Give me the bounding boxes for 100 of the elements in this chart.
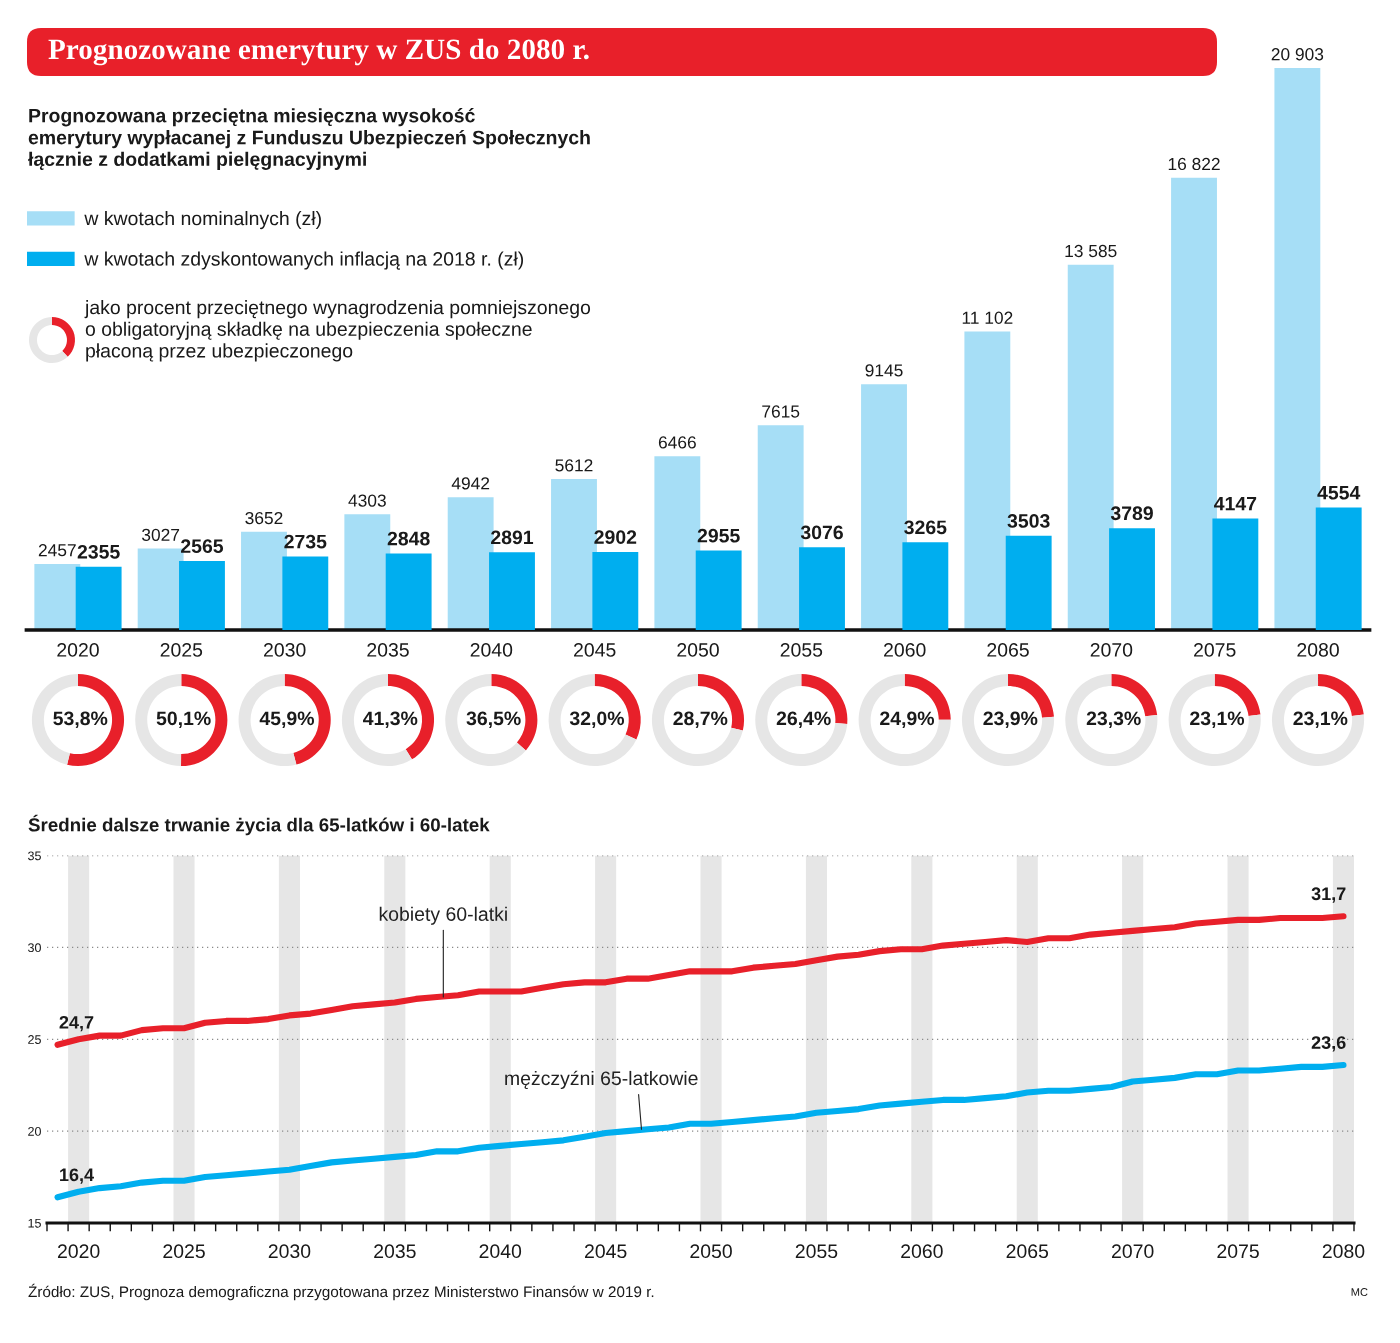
donut-slice <box>961 673 1055 767</box>
data-label: 20 903 <box>1271 48 1324 61</box>
x-tick-label: 2030 <box>268 1244 311 1259</box>
data-label: 4554 <box>1317 485 1361 500</box>
data-label: 2355 <box>77 544 120 559</box>
bar <box>385 553 432 630</box>
x-tick-label: 2035 <box>374 1244 416 1259</box>
x-tick-label: 2025 <box>163 1244 205 1259</box>
data-label: 16 822 <box>1168 157 1220 171</box>
y-tick-label: 30 <box>28 943 41 953</box>
y-tick-label: 35 <box>28 851 41 861</box>
bar <box>1315 507 1362 630</box>
data-label: 4942 <box>451 477 490 490</box>
data-label: 2902 <box>594 530 637 544</box>
x-tick-label: 2070 <box>1112 1244 1154 1259</box>
legend-label: w kwotach zdyskontowanych inflacją na 2018 r. (zł) <box>84 251 524 270</box>
x-tick-label: 2040 <box>479 1244 522 1259</box>
x-tick-label: 2030 <box>264 643 306 657</box>
x-tick-label: 2060 <box>901 1244 943 1259</box>
x-tick-label: 2065 <box>987 643 1029 657</box>
x-tick-label: 2075 <box>1194 643 1236 657</box>
x-tick-label: 2060 <box>884 643 926 657</box>
y-tick-label: 15 <box>28 1218 41 1228</box>
x-tick-label: 2075 <box>1217 1244 1259 1259</box>
chart-title: Prognozowane emerytury w ZUS do 2080 r. <box>48 38 589 66</box>
donut-slice <box>548 673 637 767</box>
data-label: 3265 <box>904 520 947 535</box>
donut-slice <box>1168 673 1261 767</box>
x-tick-label: 2020 <box>57 1244 100 1259</box>
y-tick-label: 20 <box>28 1126 41 1136</box>
donut-slice <box>1271 673 1365 767</box>
x-tick-label: 2065 <box>1006 1244 1049 1259</box>
data-label: 2891 <box>491 530 534 545</box>
data-label: 4303 <box>348 494 386 507</box>
bar <box>902 542 949 630</box>
data-label: 3027 <box>141 528 180 542</box>
data-label: 3789 <box>1110 506 1153 521</box>
data-label: 26,4% <box>776 711 831 729</box>
text: Źródło: ZUS, Prognoza demograficzna przygotowana przez Ministerstwo Finansów w 2019 r. <box>28 1283 654 1301</box>
x-tick-label: 2045 <box>574 643 616 657</box>
text: MC <box>1351 1288 1368 1296</box>
data-label: 53,8% <box>53 711 108 729</box>
data-label: 4147 <box>1214 496 1257 511</box>
donut-slice <box>755 673 848 767</box>
x-tick-label: 2070 <box>1090 643 1133 657</box>
data-label: 23,1% <box>1293 711 1348 729</box>
data-label: 11 102 <box>962 311 1013 324</box>
data-label: 6466 <box>658 436 696 449</box>
x-tick-label: 2080 <box>1297 643 1339 657</box>
x-tick-label: 2080 <box>1322 1244 1365 1259</box>
data-label: 9145 <box>865 364 903 377</box>
text: Prognozowana przeciętna miesięczna wysokość emerytury wypłacanej z Funduszu Ubezpieczeń Społecznych łącznie z dodatkami pielęgnacyjnymi <box>28 108 590 170</box>
x-tick-label: 2050 <box>690 1244 732 1259</box>
x-tick-label: 2055 <box>780 643 823 657</box>
data-label: 2457 <box>38 544 76 557</box>
x-tick-label: 2055 <box>795 1244 838 1259</box>
x-tick-label: 2045 <box>584 1244 627 1259</box>
chart-title: Średnie dalsze trwanie życia dla 65-latków i 60-latek <box>28 814 490 836</box>
data-label: 28,7% <box>673 711 728 729</box>
annotation: jako procent przeciętnego wynagrodzenia pomniejszonego o obligatoryjną składkę na ubezpieczenia społeczne płaconą przez ubezpieczonego <box>84 300 591 362</box>
data-label: 3503 <box>1007 514 1050 528</box>
bar <box>179 561 225 630</box>
data-label: 23,6 <box>1311 1036 1346 1052</box>
x-tick-label: 2040 <box>470 643 513 657</box>
legend-label: w kwotach nominalnych (zł) <box>84 211 321 230</box>
data-label: 3652 <box>245 511 283 525</box>
donut-slice <box>1065 673 1158 767</box>
data-label: 2848 <box>387 531 430 546</box>
data-label: 2955 <box>697 528 740 543</box>
data-label: 23,3% <box>1086 711 1141 729</box>
data-label: 2735 <box>284 534 327 549</box>
annotation: kobiety 60-latki <box>379 906 507 925</box>
data-label: 7615 <box>762 405 800 418</box>
data-label: 31,7 <box>1311 887 1346 903</box>
bar <box>1109 528 1155 630</box>
data-label: 16,4 <box>60 1168 94 1184</box>
bar <box>282 556 329 630</box>
bar <box>592 551 639 630</box>
data-label: 23,9% <box>983 711 1038 729</box>
y-tick-label: 25 <box>28 1035 41 1044</box>
x-tick-label: 2035 <box>367 643 409 657</box>
x-tick-label: 2020 <box>57 643 99 657</box>
bar <box>489 552 535 630</box>
donut-slice <box>858 673 951 767</box>
donut-slice <box>651 673 743 767</box>
x-tick-label: 2050 <box>677 643 719 657</box>
data-label: 5612 <box>555 459 593 472</box>
bar <box>75 566 122 630</box>
data-label: 2565 <box>181 539 224 554</box>
data-label: 24,9% <box>880 711 935 729</box>
data-label: 13 585 <box>1065 244 1117 258</box>
donut-slice <box>445 673 526 767</box>
x-tick-label: 2025 <box>160 643 203 657</box>
annotation: mężczyźni 65-latkowie <box>505 1070 698 1090</box>
data-label: 45,9% <box>259 711 315 729</box>
data-label: 41,3% <box>363 711 418 729</box>
bar <box>1005 535 1052 630</box>
data-label: 36,5% <box>466 711 521 729</box>
bar <box>799 547 845 630</box>
data-label: 3076 <box>800 525 843 540</box>
